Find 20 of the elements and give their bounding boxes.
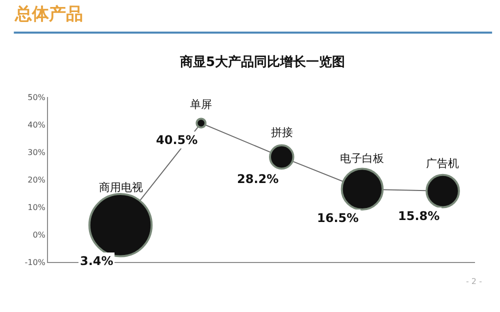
x-tick-label: 拼接 [271, 126, 293, 139]
x-tick-label: 广告机 [426, 157, 459, 170]
y-tick-label: 20% [28, 175, 46, 184]
x-tick-label: 商用电视 [99, 181, 143, 194]
y-tick-label: -10% [24, 258, 46, 267]
data-label: 3.4% [80, 254, 114, 268]
data-label: 40.5% [156, 133, 198, 147]
chart-subtitle: 商显5大产品同比增长一览图 [179, 54, 346, 70]
x-tick-label: 电子白板 [340, 152, 384, 165]
y-tick-label: 10% [28, 202, 46, 212]
data-label: 28.2% [237, 172, 279, 186]
x-tick-label: 单屏 [190, 98, 212, 111]
data-label: 16.5% [317, 211, 359, 225]
y-tick-label: 50% [28, 92, 46, 102]
y-tick-label: 0% [32, 230, 46, 240]
data-label: 15.8% [398, 209, 440, 223]
text: - 2 - [466, 277, 482, 286]
chart-title: 总体产品 [14, 4, 83, 25]
y-tick-label: 30% [28, 148, 46, 157]
y-tick-label: 40% [28, 120, 46, 130]
